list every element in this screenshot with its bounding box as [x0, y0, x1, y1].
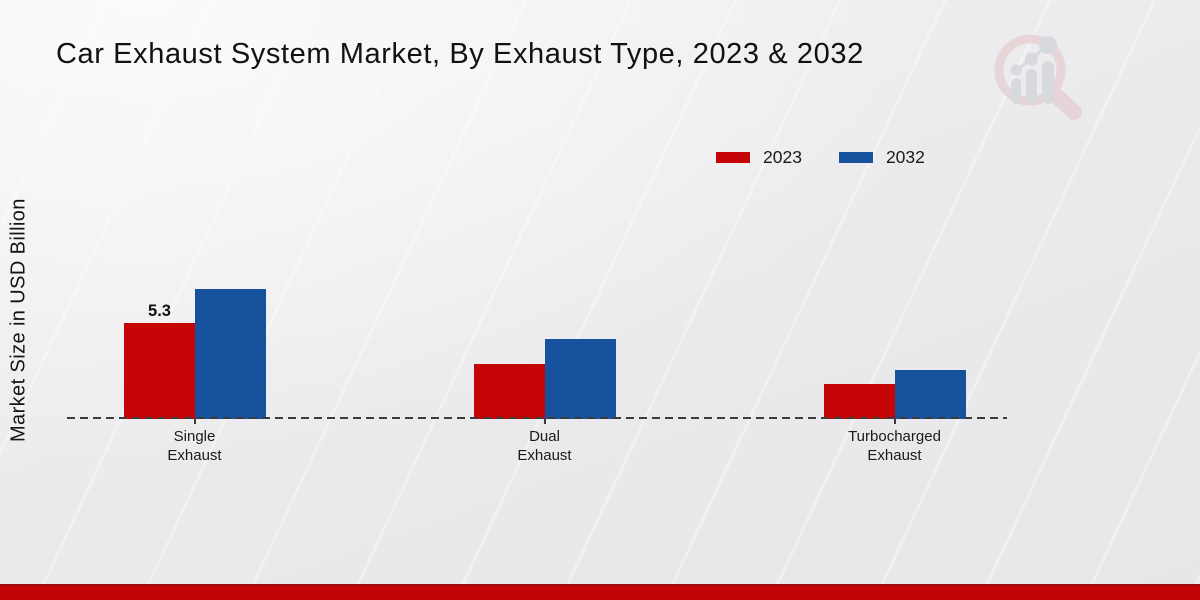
bar-2023-turbocharged-exhaust: [823, 383, 895, 419]
bar-2032-dual-exhaust: [544, 339, 616, 419]
x-axis-tick: [193, 419, 196, 424]
bar-2023-dual-exhaust: [473, 364, 545, 419]
legend-label-2023: 2023: [763, 147, 802, 167]
legend-item-2032: 2032: [838, 147, 925, 168]
bar-value-label: 5.3: [148, 302, 171, 321]
x-axis-baseline: [67, 417, 1007, 419]
legend-swatch-2023: [716, 152, 750, 163]
bar-2023-single-exhaust: [123, 323, 195, 419]
x-axis-tick: [543, 419, 546, 424]
magnifier-logo-icon: [994, 34, 1082, 120]
legend-swatch-2032: [838, 152, 873, 163]
x-tick-label-single-exhaust: Single Exhaust: [167, 428, 222, 464]
x-axis-tick: [893, 419, 896, 424]
bar-2032-single-exhaust: [194, 289, 266, 419]
x-tick-label-dual-exhaust: Dual Exhaust: [517, 428, 572, 464]
y-axis-label: Market Size in USD Billion: [7, 198, 30, 442]
x-tick-label-turbocharged-exhaust: Turbocharged Exhaust: [848, 428, 941, 464]
footer-accent-bar: [0, 584, 1200, 600]
legend-item-2023: 2023: [716, 147, 802, 168]
legend-label-2032: 2032: [885, 147, 925, 167]
legend: 2023 2032: [716, 147, 925, 168]
bar-2032-turbocharged-exhaust: [894, 369, 966, 419]
chart-title: Car Exhaust System Market, By Exhaust Ty…: [56, 38, 864, 70]
